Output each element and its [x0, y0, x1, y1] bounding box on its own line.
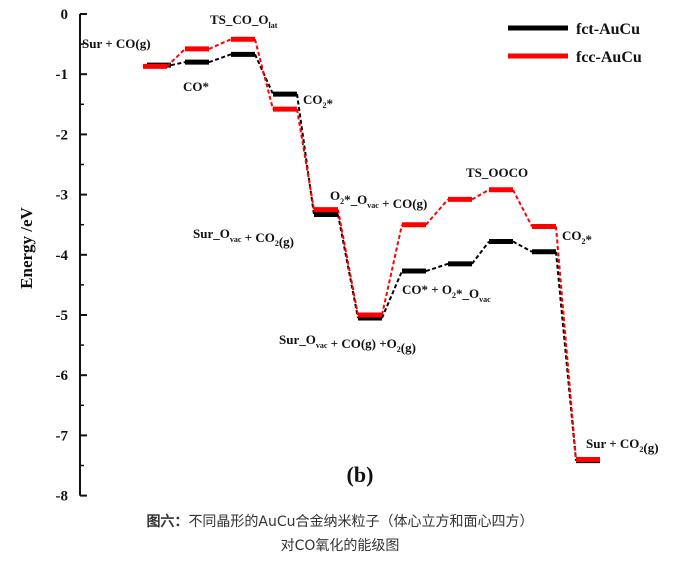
y-tick-label: -4	[56, 248, 69, 264]
state-label: TS_OOCO	[466, 165, 528, 180]
transition-connector	[208, 53, 232, 64]
caption-heading: 图六：	[146, 514, 189, 530]
legend-label: fcc-AuCu	[576, 49, 642, 66]
figure-caption: 图六：不同晶形的AuCu合金纳米粒子（体心立方和面心四方） 对CO氧化的能级图	[0, 510, 680, 558]
series-lines	[143, 36, 600, 464]
state-label: CO2*	[562, 228, 592, 247]
transition-connector	[471, 240, 490, 265]
y-tick-label: -2	[56, 127, 69, 143]
y-tick-label: -7	[56, 428, 69, 444]
annotations: Sur + CO(g) TS_CO_Olat CO* CO2* O2*_Ovac + C…	[82, 12, 659, 455]
y-tick-label: -1	[56, 67, 69, 83]
y-axis-label: Energy /eV	[17, 206, 36, 288]
transition-connector	[512, 189, 533, 227]
transition-connector	[425, 198, 449, 226]
transition-connector	[254, 39, 274, 110]
axes: 0 -1 -2 -3 -4 -5 -6 -7 -8	[56, 7, 87, 505]
state-label: Sur + CO(g)	[82, 36, 151, 51]
caption-line1: 不同晶形的AuCu合金纳米粒子（体心立方和面心四方）	[188, 514, 534, 530]
state-label: Sur_Ovac + CO(g) +O2(g)	[279, 332, 416, 355]
transition-connector	[381, 270, 403, 319]
transition-connector	[555, 226, 577, 460]
state-label: CO*	[183, 79, 209, 94]
y-tick-label: -6	[56, 368, 69, 384]
transition-connector	[208, 38, 232, 50]
transition-connector	[166, 48, 186, 68]
state-label: TS_CO_Olat	[210, 12, 278, 30]
y-tick-label: -3	[56, 188, 69, 204]
transition-connector	[381, 224, 403, 316]
state-label: CO* + O2*_Ovac	[402, 282, 491, 304]
panel-label: (b)	[347, 462, 374, 487]
state-label: Sur_Ovac + CO2(g)	[193, 226, 294, 249]
transition-connector	[555, 251, 577, 461]
caption-line2: 对CO氧化的能级图	[280, 538, 400, 554]
transition-connector	[296, 108, 315, 210]
y-tick-label: -8	[56, 489, 69, 505]
legend-label: fct-AuCu	[576, 21, 640, 38]
state-label: O2*_Ovac + CO(g)	[330, 188, 427, 211]
state-label: Sur + CO2(g)	[586, 436, 659, 455]
state-label: CO2*	[303, 92, 333, 111]
transition-connector	[337, 209, 359, 316]
transition-connector	[471, 188, 490, 201]
y-tick-label: 0	[61, 7, 69, 23]
transition-connector	[425, 262, 449, 273]
energy-profile-chart: 0 -1 -2 -3 -4 -5 -6 -7 -8 Sur + CO(g) TS_CO_Olat C…	[17, 7, 659, 505]
transition-connector	[170, 61, 186, 67]
transition-connector	[512, 240, 533, 253]
y-tick-label: -5	[56, 308, 69, 324]
legend: fct-AuCu fcc-AuCu	[508, 21, 642, 66]
